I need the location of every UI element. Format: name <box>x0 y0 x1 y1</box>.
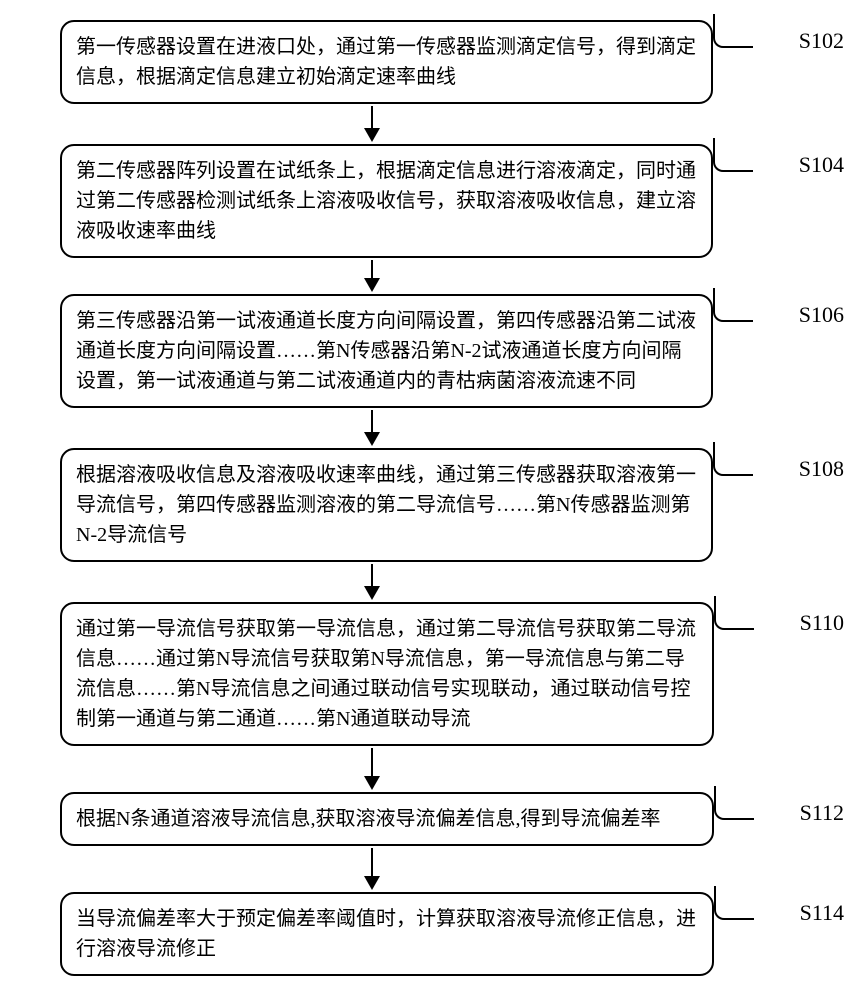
label-connector <box>714 886 754 920</box>
label-connector <box>713 288 753 322</box>
flow-step: 第一传感器设置在进液口处，通过第一传感器监测滴定信号，得到滴定信息，根据滴定信息… <box>20 20 844 104</box>
flow-arrow <box>364 564 380 600</box>
flow-step-box: 根据N条通道溶液导流信息,获取溶液导流偏差信息,得到导流偏差率 <box>60 792 714 846</box>
flow-step-label: S112 <box>800 800 844 826</box>
label-connector <box>713 14 753 48</box>
flow-arrow <box>364 748 380 790</box>
flow-step: 第二传感器阵列设置在试纸条上，根据滴定信息进行溶液滴定，同时通过第二传感器检测试… <box>20 144 844 258</box>
flow-arrow <box>364 410 380 446</box>
flow-step-box: 第三传感器沿第一试液通道长度方向间隔设置，第四传感器沿第二试液通道长度方向间隔设… <box>60 294 713 408</box>
flow-step-box: 根据溶液吸收信息及溶液吸收速率曲线，通过第三传感器获取溶液第一导流信号，第四传感… <box>60 448 713 562</box>
flow-step-label: S108 <box>799 456 844 482</box>
arrow-line <box>371 564 373 586</box>
arrow-line <box>371 106 373 128</box>
arrow-head-icon <box>364 776 380 790</box>
flow-arrow <box>364 106 380 142</box>
arrow-line <box>371 260 373 278</box>
label-connector <box>713 138 753 172</box>
flow-step-box: 当导流偏差率大于预定偏差率阈值时，计算获取溶液导流修正信息，进行溶液导流修正 <box>60 892 714 976</box>
arrow-line <box>371 410 373 432</box>
flow-arrow <box>364 260 380 292</box>
flow-step-box: 通过第一导流信号获取第一导流信息，通过第二导流信号获取第二导流信息……通过第N导… <box>60 602 714 746</box>
flow-step-label: S110 <box>800 610 844 636</box>
flow-step-label: S102 <box>799 28 844 54</box>
arrow-head-icon <box>364 432 380 446</box>
flow-step: 当导流偏差率大于预定偏差率阈值时，计算获取溶液导流修正信息，进行溶液导流修正 S1… <box>20 892 844 976</box>
flow-step: 根据溶液吸收信息及溶液吸收速率曲线，通过第三传感器获取溶液第一导流信号，第四传感… <box>20 448 844 562</box>
flow-step-label: S106 <box>799 302 844 328</box>
label-connector <box>714 596 754 630</box>
flowchart-container: 第一传感器设置在进液口处，通过第一传感器监测滴定信号，得到滴定信息，根据滴定信息… <box>20 20 844 976</box>
arrow-head-icon <box>364 128 380 142</box>
label-connector <box>714 786 754 820</box>
flow-step-box: 第一传感器设置在进液口处，通过第一传感器监测滴定信号，得到滴定信息，根据滴定信息… <box>60 20 713 104</box>
arrow-line <box>371 748 373 776</box>
flow-step: 根据N条通道溶液导流信息,获取溶液导流偏差信息,得到导流偏差率 S112 <box>20 792 844 846</box>
arrow-head-icon <box>364 278 380 292</box>
flow-step-label: S104 <box>799 152 844 178</box>
flow-step-label: S114 <box>800 900 844 926</box>
label-connector <box>713 442 753 476</box>
flow-step: 第三传感器沿第一试液通道长度方向间隔设置，第四传感器沿第二试液通道长度方向间隔设… <box>20 294 844 408</box>
flow-step-box: 第二传感器阵列设置在试纸条上，根据滴定信息进行溶液滴定，同时通过第二传感器检测试… <box>60 144 713 258</box>
flow-arrow <box>364 848 380 890</box>
arrow-line <box>371 848 373 876</box>
flow-step: 通过第一导流信号获取第一导流信息，通过第二导流信号获取第二导流信息……通过第N导… <box>20 602 844 746</box>
arrow-head-icon <box>364 586 380 600</box>
arrow-head-icon <box>364 876 380 890</box>
